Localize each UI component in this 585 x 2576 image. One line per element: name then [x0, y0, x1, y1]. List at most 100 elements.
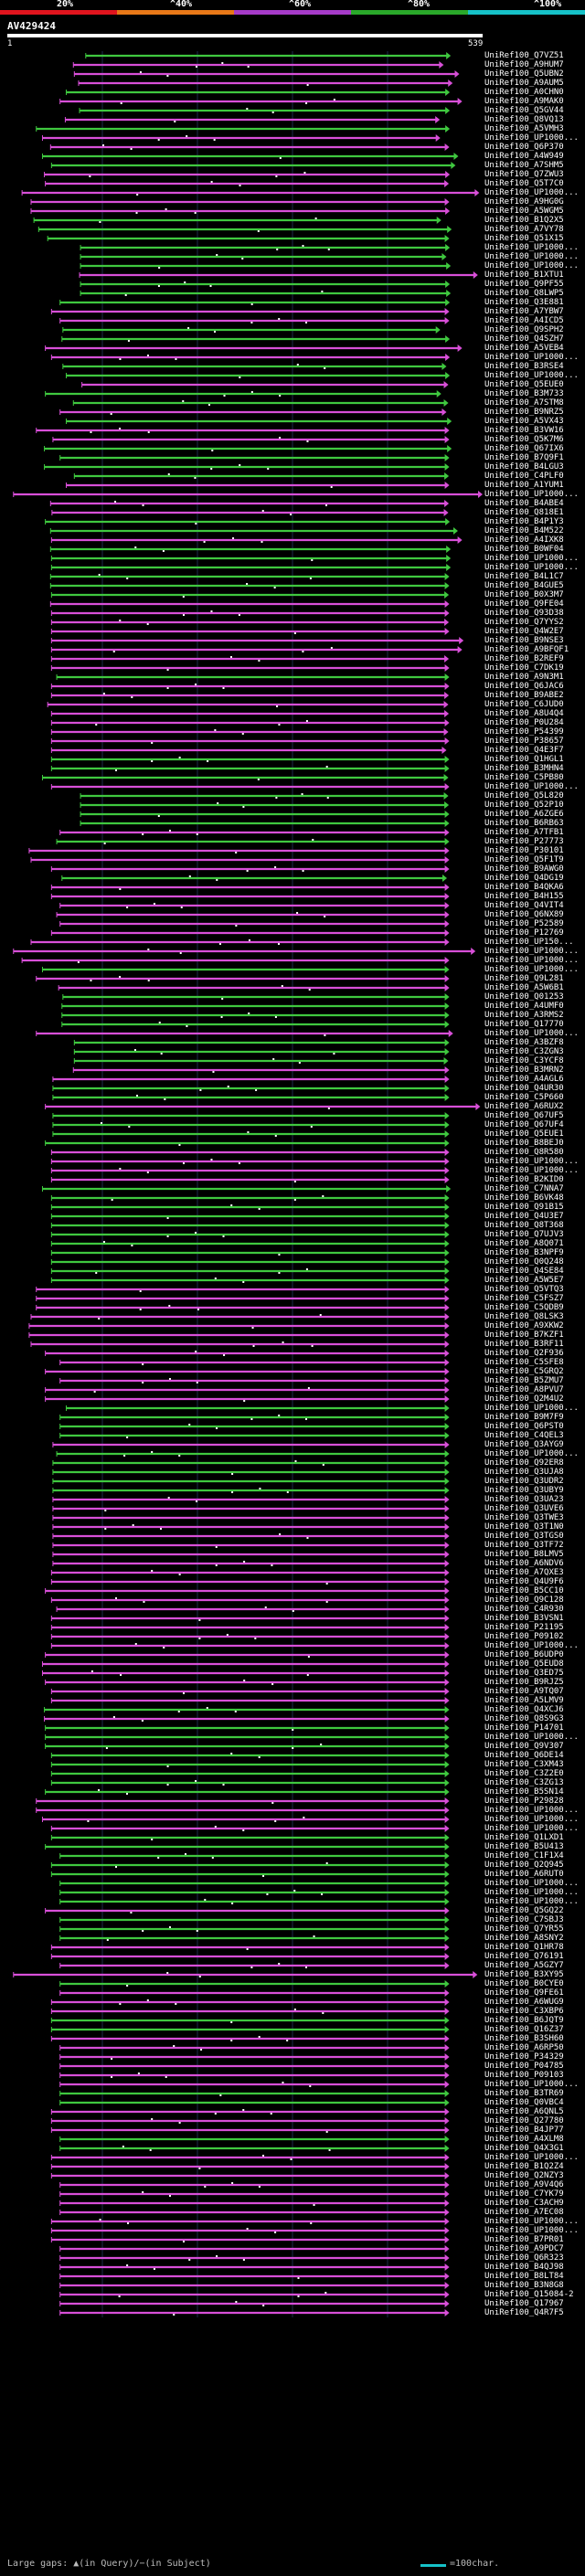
- hit-label[interactable]: UniRef100_B7PR01: [484, 2235, 564, 2244]
- hit-alignment[interactable]: [45, 1907, 450, 1914]
- hit-label[interactable]: UniRef100_UP150...: [484, 938, 574, 947]
- hit-label[interactable]: UniRef100_Q76191: [484, 1952, 564, 1961]
- hit-alignment[interactable]: [47, 701, 449, 708]
- hit-alignment[interactable]: [50, 655, 450, 663]
- hit-label[interactable]: UniRef100_B3N8G8: [484, 2281, 564, 2290]
- hit-alignment[interactable]: [49, 582, 450, 589]
- hit-alignment[interactable]: [50, 1953, 450, 1960]
- hit-alignment[interactable]: [50, 2218, 450, 2225]
- hit-label[interactable]: UniRef100_P38657: [484, 737, 564, 746]
- hit-label[interactable]: UniRef100_A5WGM5: [484, 207, 564, 216]
- hit-label[interactable]: UniRef100_C3ZGN3: [484, 1047, 564, 1056]
- hit-alignment[interactable]: [36, 125, 451, 133]
- hit-alignment[interactable]: [50, 884, 450, 891]
- hit-alignment[interactable]: [50, 1834, 450, 1841]
- hit-alignment[interactable]: [52, 1542, 450, 1549]
- hit-alignment[interactable]: [36, 1797, 450, 1805]
- hit-label[interactable]: UniRef100_Q1LXD1: [484, 1833, 564, 1842]
- hit-label[interactable]: UniRef100_UP1000...: [484, 252, 579, 261]
- hit-label[interactable]: UniRef100_Q5UBN2: [484, 69, 564, 79]
- hit-label[interactable]: UniRef100_B3M733: [484, 389, 564, 398]
- hit-label[interactable]: UniRef100_C6JUD0: [484, 700, 564, 709]
- hit-label[interactable]: UniRef100_Q8LSK3: [484, 1312, 564, 1321]
- hit-alignment[interactable]: [51, 509, 449, 516]
- hit-alignment[interactable]: [79, 107, 451, 114]
- hit-label[interactable]: UniRef100_UP1000...: [484, 1879, 579, 1888]
- hit-alignment[interactable]: [59, 1414, 450, 1421]
- hit-alignment[interactable]: [44, 1715, 450, 1723]
- hit-alignment[interactable]: [59, 2300, 450, 2307]
- hit-alignment[interactable]: [50, 765, 450, 772]
- hit-label[interactable]: UniRef100_A9HUM7: [484, 60, 564, 69]
- hit-alignment[interactable]: [50, 2172, 450, 2179]
- hit-label[interactable]: UniRef100_Q8S9G3: [484, 1714, 564, 1723]
- hit-label[interactable]: UniRef100_B4QJ98: [484, 2263, 564, 2272]
- hit-alignment[interactable]: [50, 1203, 450, 1211]
- hit-alignment[interactable]: [59, 1889, 450, 1896]
- hit-alignment[interactable]: [73, 472, 450, 480]
- hit-alignment[interactable]: [80, 262, 452, 270]
- hit-label[interactable]: UniRef100_C5FSZ7: [484, 1294, 564, 1303]
- hit-label[interactable]: UniRef100_Q818E1: [484, 508, 564, 517]
- hit-label[interactable]: UniRef100_Q3TGS0: [484, 1532, 564, 1541]
- hit-alignment[interactable]: [45, 518, 451, 525]
- hit-alignment[interactable]: [50, 162, 456, 169]
- hit-label[interactable]: UniRef100_Q0VBC4: [484, 2098, 564, 2107]
- hit-alignment[interactable]: [49, 500, 450, 507]
- hit-alignment[interactable]: [50, 646, 463, 653]
- hit-label[interactable]: UniRef100_Q17967: [484, 2299, 564, 2308]
- hit-label[interactable]: UniRef100_C4PLF0: [484, 472, 564, 481]
- hit-alignment[interactable]: [59, 1852, 450, 1860]
- hit-label[interactable]: UniRef100_Q16Z37: [484, 2025, 564, 2034]
- hit-alignment[interactable]: [59, 2136, 450, 2143]
- hit-label[interactable]: UniRef100_A4UMF0: [484, 1002, 564, 1011]
- hit-label[interactable]: UniRef100_UP1000...: [484, 261, 579, 270]
- hit-label[interactable]: UniRef100_Q6R323: [484, 2253, 564, 2263]
- hit-alignment[interactable]: [45, 390, 441, 398]
- hit-label[interactable]: UniRef100_B4H155: [484, 892, 564, 901]
- hit-alignment[interactable]: [50, 1615, 450, 1622]
- hit-label[interactable]: UniRef100_B6JQT9: [484, 2016, 564, 2025]
- hit-alignment[interactable]: [45, 1743, 450, 1750]
- hit-label[interactable]: UniRef100_Q17770: [484, 1020, 564, 1029]
- hit-label[interactable]: UniRef100_P12769: [484, 928, 564, 938]
- hit-label[interactable]: UniRef100_P34329: [484, 2052, 564, 2062]
- hit-label[interactable]: UniRef100_C7YK79: [484, 2189, 564, 2199]
- hit-alignment[interactable]: [50, 893, 450, 900]
- hit-alignment[interactable]: [80, 811, 450, 818]
- hit-label[interactable]: UniRef100_A1YUM1: [484, 481, 564, 490]
- hit-label[interactable]: UniRef100_A6RUT0: [484, 1870, 564, 1879]
- hit-alignment[interactable]: [59, 2209, 450, 2216]
- hit-alignment[interactable]: [41, 153, 459, 160]
- hit-label[interactable]: UniRef100_UP1000...: [484, 1897, 579, 1906]
- hit-alignment[interactable]: [59, 1916, 450, 1924]
- hit-alignment[interactable]: [59, 2090, 450, 2097]
- hit-label[interactable]: UniRef100_Q3UA23: [484, 1495, 564, 1504]
- hit-label[interactable]: UniRef100_Q91B15: [484, 1203, 564, 1212]
- hit-label[interactable]: UniRef100_Q6PST0: [484, 1422, 564, 1431]
- hit-alignment[interactable]: [59, 920, 450, 928]
- hit-label[interactable]: UniRef100_P0U284: [484, 718, 564, 727]
- hit-label[interactable]: UniRef100_UP1000...: [484, 1733, 579, 1742]
- hit-label[interactable]: UniRef100_Q7ZWU3: [484, 170, 564, 179]
- hit-alignment[interactable]: [45, 1140, 450, 1147]
- hit-alignment[interactable]: [50, 2227, 450, 2234]
- hit-label[interactable]: UniRef100_Q8LWP5: [484, 289, 564, 298]
- hit-alignment[interactable]: [59, 2200, 450, 2207]
- hit-label[interactable]: UniRef100_C4R930: [484, 1605, 564, 1614]
- hit-label[interactable]: UniRef100_A7EC08: [484, 2208, 564, 2217]
- hit-label[interactable]: UniRef100_B3MRN2: [484, 1065, 564, 1075]
- hit-label[interactable]: UniRef100_Q4XCJ6: [484, 1705, 564, 1714]
- hit-alignment[interactable]: [50, 756, 450, 763]
- hit-alignment[interactable]: [50, 1642, 450, 1649]
- hit-label[interactable]: UniRef100_B4QKA6: [484, 883, 564, 892]
- hit-label[interactable]: UniRef100_Q3UVE6: [484, 1504, 564, 1513]
- hit-label[interactable]: UniRef100_B3SH60: [484, 2034, 564, 2043]
- hit-alignment[interactable]: [50, 2154, 450, 2161]
- hit-alignment[interactable]: [45, 1843, 450, 1850]
- hit-label[interactable]: UniRef100_C1F1X4: [484, 1851, 564, 1860]
- hit-label[interactable]: UniRef100_A9V4Q6: [484, 2180, 564, 2189]
- hit-label[interactable]: UniRef100_C3XBP6: [484, 2007, 564, 2016]
- hit-alignment[interactable]: [21, 957, 450, 964]
- hit-alignment[interactable]: [59, 2273, 450, 2280]
